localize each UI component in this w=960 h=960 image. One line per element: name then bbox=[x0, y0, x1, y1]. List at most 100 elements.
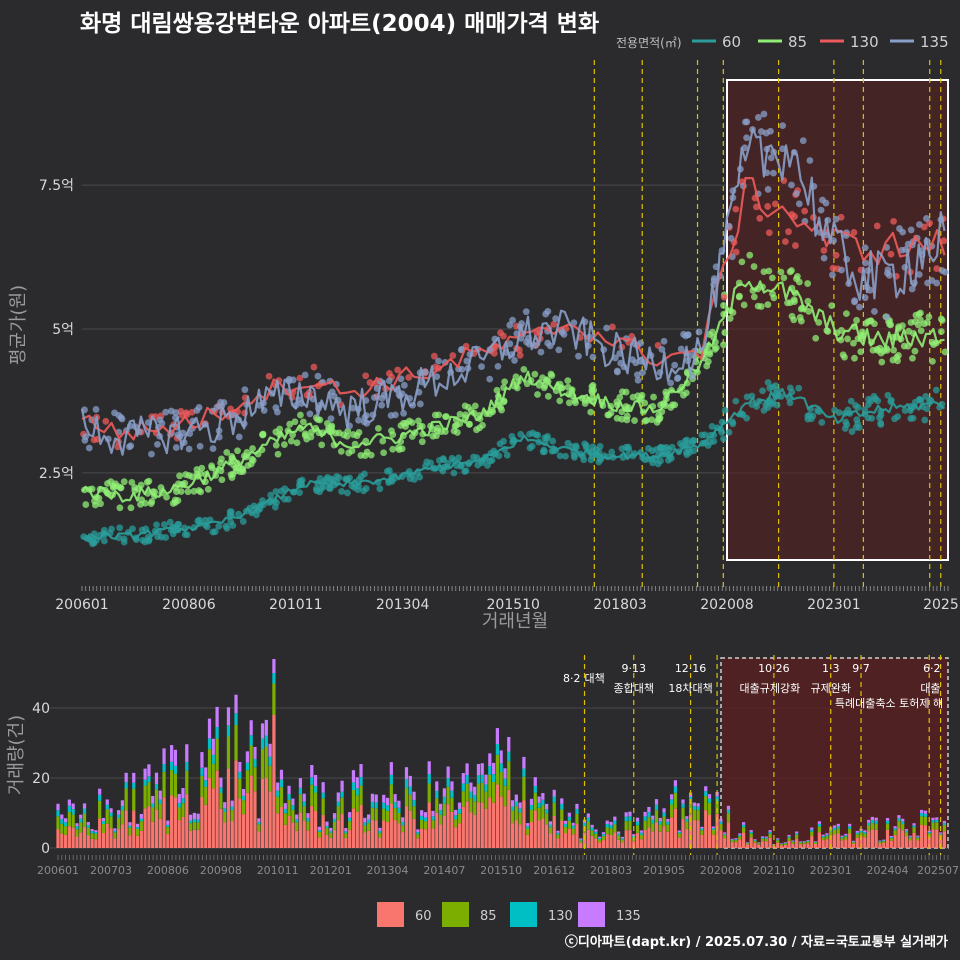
data-point-85 bbox=[244, 462, 252, 469]
bar-85 bbox=[238, 778, 242, 799]
bar-85 bbox=[601, 836, 606, 841]
data-point-85 bbox=[303, 435, 311, 443]
bar-130 bbox=[98, 794, 102, 801]
bar-85 bbox=[192, 822, 196, 830]
bar-130 bbox=[404, 779, 409, 789]
bar-130 bbox=[813, 841, 818, 843]
bar-130 bbox=[249, 735, 253, 746]
data-point-85 bbox=[930, 341, 938, 349]
data-point-60 bbox=[657, 444, 665, 452]
bar-135 bbox=[677, 830, 681, 833]
bar-135 bbox=[927, 830, 931, 833]
bar-60 bbox=[404, 806, 409, 848]
bar-85 bbox=[408, 794, 412, 811]
bar-85 bbox=[181, 803, 185, 817]
bar-130 bbox=[90, 831, 94, 834]
bar-85 bbox=[473, 801, 477, 815]
bar-135 bbox=[132, 772, 136, 783]
bar-60 bbox=[938, 838, 943, 848]
data-point-135 bbox=[779, 145, 786, 153]
data-point-60 bbox=[759, 387, 766, 395]
bar-130 bbox=[215, 727, 219, 739]
bar-60 bbox=[889, 840, 893, 848]
data-point-85 bbox=[127, 504, 135, 512]
bar-130 bbox=[450, 790, 454, 798]
bar-135 bbox=[116, 810, 121, 815]
data-point-85 bbox=[887, 321, 895, 329]
data-point-85 bbox=[456, 410, 464, 418]
bar-60 bbox=[575, 824, 579, 848]
bar-85 bbox=[844, 836, 848, 840]
data-point-135 bbox=[674, 374, 682, 382]
bar-135 bbox=[457, 802, 462, 809]
data-point-85 bbox=[768, 274, 776, 282]
bar-135 bbox=[923, 810, 928, 814]
bar-135 bbox=[113, 828, 117, 831]
bar-60 bbox=[465, 801, 469, 848]
bar-135 bbox=[685, 816, 689, 819]
policy-date-label: 9·13 bbox=[622, 662, 647, 675]
data-point-85 bbox=[784, 299, 791, 307]
data-point-135 bbox=[172, 444, 180, 451]
data-point-130 bbox=[500, 332, 507, 340]
bar-60 bbox=[166, 833, 170, 848]
bar-135 bbox=[931, 817, 935, 821]
bar-85 bbox=[427, 783, 431, 803]
top-x-tick-label: 202301 bbox=[807, 597, 860, 613]
bar-130 bbox=[821, 836, 825, 838]
bar-85 bbox=[306, 821, 310, 831]
bar-60 bbox=[457, 823, 462, 848]
bar-135 bbox=[257, 818, 261, 822]
bar-135 bbox=[810, 827, 814, 830]
bar-135 bbox=[272, 659, 276, 673]
bar-130 bbox=[116, 814, 121, 818]
bar-135 bbox=[393, 794, 397, 803]
bar-130 bbox=[461, 783, 465, 792]
data-point-60 bbox=[361, 470, 368, 478]
data-point-130 bbox=[791, 213, 798, 220]
data-point-85 bbox=[520, 365, 528, 373]
bar-135 bbox=[885, 817, 890, 821]
data-point-135 bbox=[838, 266, 845, 274]
data-point-135 bbox=[861, 294, 869, 302]
data-point-60 bbox=[708, 422, 716, 430]
bar-60 bbox=[272, 715, 276, 848]
bar-60 bbox=[866, 831, 871, 848]
data-point-85 bbox=[280, 441, 288, 448]
data-point-85 bbox=[400, 419, 407, 427]
data-point-135 bbox=[241, 386, 249, 394]
bar-85 bbox=[351, 790, 356, 809]
bar-60 bbox=[60, 833, 64, 848]
data-point-130 bbox=[515, 346, 523, 354]
bar-135 bbox=[219, 777, 223, 788]
bar-135 bbox=[86, 822, 90, 825]
bar-130 bbox=[931, 820, 935, 823]
bar-130 bbox=[109, 812, 113, 817]
bar-60 bbox=[522, 800, 526, 848]
data-point-60 bbox=[922, 392, 930, 400]
data-point-60 bbox=[657, 457, 664, 465]
bar-85 bbox=[541, 805, 545, 819]
bar-60 bbox=[226, 768, 231, 848]
bar-135 bbox=[359, 764, 363, 777]
bar-130 bbox=[488, 765, 492, 775]
bar-135 bbox=[363, 817, 367, 823]
bottom-legend: 60 85 130 135 bbox=[377, 902, 641, 927]
data-point-60 bbox=[129, 525, 136, 533]
data-point-135 bbox=[760, 110, 768, 118]
bar-130 bbox=[616, 833, 621, 836]
bar-60 bbox=[340, 814, 344, 848]
data-point-130 bbox=[609, 323, 616, 331]
bar-85 bbox=[276, 796, 280, 814]
bar-85 bbox=[912, 827, 916, 833]
data-point-60 bbox=[760, 407, 768, 414]
bar-135 bbox=[427, 761, 431, 774]
data-point-135 bbox=[671, 361, 679, 369]
bar-135 bbox=[503, 768, 507, 779]
bar-60 bbox=[454, 827, 458, 848]
bar-135 bbox=[863, 830, 867, 833]
bar-135 bbox=[507, 737, 511, 752]
bottom-x-tick-label: 201612 bbox=[533, 864, 575, 877]
data-point-130 bbox=[873, 222, 881, 230]
bar-135 bbox=[325, 821, 329, 826]
